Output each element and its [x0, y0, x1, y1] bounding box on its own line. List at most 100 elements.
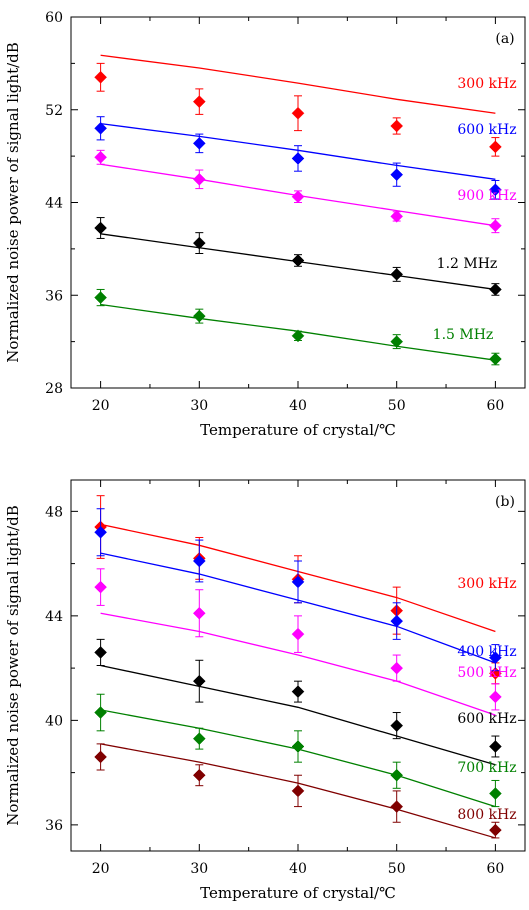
data-point	[192, 236, 206, 250]
y-axis-title: Normalized noise power of signal light/d…	[4, 42, 22, 363]
series-300-kHz: 300 kHz	[94, 495, 517, 685]
y-tick-label: 36	[45, 288, 63, 304]
panel-label: (a)	[495, 31, 514, 47]
data-point	[390, 719, 404, 732]
data-point	[489, 740, 502, 753]
data-point	[390, 268, 404, 281]
data-point	[489, 651, 502, 665]
fit-line	[100, 664, 496, 766]
data-point	[192, 95, 206, 108]
data-point	[94, 121, 107, 135]
series-label: 800 kHz	[457, 807, 516, 823]
data-point	[94, 150, 107, 164]
x-tick-label: 40	[289, 861, 307, 877]
data-point	[94, 750, 107, 764]
data-point	[291, 106, 305, 120]
series-label: 1.5 MHz	[433, 327, 494, 343]
data-point	[291, 685, 305, 698]
data-point	[489, 219, 502, 233]
series-700-kHz: 700 kHz	[94, 693, 517, 808]
fit-line	[100, 612, 496, 716]
data-point	[489, 690, 502, 704]
series-label: 900 kHz	[457, 188, 516, 204]
data-point	[489, 787, 502, 800]
series-300-kHz: 300 kHz	[94, 54, 517, 157]
y-tick-label: 52	[45, 103, 63, 119]
data-point	[291, 329, 305, 343]
data-point	[94, 706, 107, 719]
series-label: 600 kHz	[457, 711, 516, 727]
x-tick-label: 20	[92, 861, 110, 877]
series-1_2-MHz: 1.2 MHz	[94, 217, 502, 296]
data-point	[291, 740, 305, 753]
series-label: 1.2 MHz	[437, 256, 498, 272]
x-axis-title: Temperature of crystal/℃	[200, 884, 396, 902]
y-tick-label: 36	[45, 818, 63, 834]
chart-panel-1: 20 30 40 50 60 28 36 44 52 60 Temperature of cryst…	[4, 10, 526, 439]
data-point	[489, 140, 502, 154]
x-tick-label: 60	[486, 398, 504, 414]
data-point	[192, 172, 206, 186]
data-point	[291, 190, 305, 204]
y-tick-label: 40	[45, 713, 63, 729]
series-label: 500 kHz	[457, 665, 516, 681]
chart-panel-2: 20 30 40 50 60 36 40 44 48 Temperature of crystal…	[4, 479, 526, 902]
series-label: 400 kHz	[457, 644, 516, 660]
panel-label: (b)	[495, 494, 515, 510]
y-tick-label: 60	[45, 10, 63, 26]
y-tick-label: 44	[45, 196, 63, 212]
data-point	[94, 646, 107, 659]
data-point	[291, 152, 305, 165]
series-400-kHz: 400 kHz	[94, 508, 517, 672]
data-point	[94, 221, 107, 235]
y-tick-label: 28	[45, 381, 63, 397]
data-point	[489, 183, 502, 197]
data-point	[489, 352, 502, 366]
series-600-kHz: 600 kHz	[94, 116, 517, 200]
data-point	[192, 137, 206, 150]
data-point	[94, 291, 107, 304]
data-point	[291, 575, 305, 589]
fit-line	[100, 54, 496, 114]
data-point	[489, 283, 502, 296]
data-point	[94, 70, 107, 84]
x-tick-label: 50	[388, 861, 406, 877]
series-label: 300 kHz	[457, 76, 516, 92]
y-axis-title: Normalized noise power of signal light/d…	[4, 505, 22, 826]
data-point	[291, 254, 305, 267]
x-tick-label: 30	[190, 861, 208, 877]
y-tick-label: 48	[45, 504, 63, 520]
x-tick-label: 40	[289, 398, 307, 414]
data-point	[390, 119, 404, 133]
data-point	[192, 768, 206, 782]
series-500-kHz: 500 kHz	[94, 568, 517, 716]
data-point	[390, 768, 404, 782]
x-tick-label: 60	[486, 861, 504, 877]
data-point	[390, 800, 404, 813]
series-600-kHz: 600 kHz	[94, 638, 517, 766]
series-label: 600 kHz	[457, 122, 516, 138]
data-point	[192, 732, 206, 746]
data-point	[489, 823, 502, 837]
x-tick-label: 50	[388, 398, 406, 414]
y-tick-label: 44	[45, 609, 63, 625]
x-tick-label: 30	[190, 398, 208, 414]
data-point	[291, 627, 305, 641]
series-800-kHz: 800 kHz	[94, 743, 517, 839]
data-point	[390, 168, 404, 182]
series-label: 700 kHz	[457, 760, 516, 776]
data-point	[192, 674, 206, 688]
data-point	[390, 335, 404, 348]
data-point	[94, 580, 107, 594]
series-1_5-MHz: 1.5 MHz	[94, 288, 502, 366]
data-point	[291, 784, 305, 798]
x-tick-label: 20	[92, 398, 110, 414]
data-point	[192, 554, 206, 568]
data-point	[192, 309, 206, 323]
data-point	[94, 525, 107, 539]
series-900-kHz: 900 kHz	[94, 149, 517, 234]
data-point	[390, 661, 404, 675]
data-point	[192, 606, 206, 620]
